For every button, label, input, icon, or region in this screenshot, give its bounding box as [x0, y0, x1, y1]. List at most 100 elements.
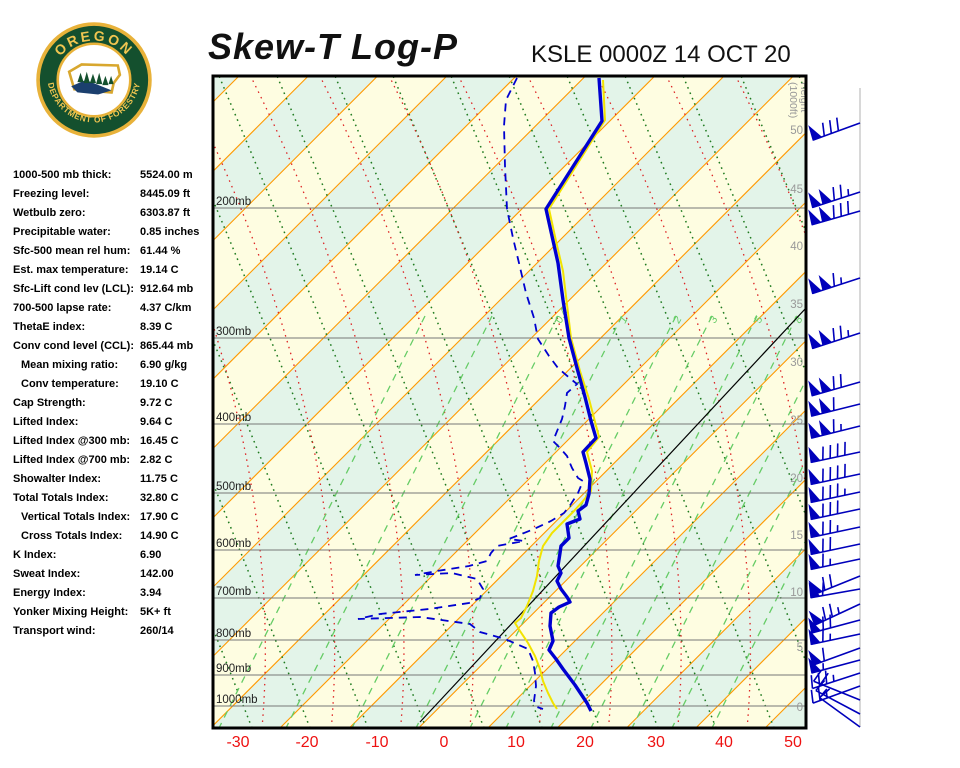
- stat-row: Lifted Index: 9.64 C: [0, 414, 212, 433]
- stat-value: 142.00: [140, 568, 174, 580]
- wind-barb: [808, 582, 861, 599]
- wind-barb: [808, 463, 861, 486]
- mixing-ratio-label: 1: [617, 314, 630, 325]
- wind-barb: [808, 614, 861, 634]
- stat-value: 11.75 C: [140, 473, 178, 485]
- wind-barb: [808, 200, 861, 226]
- stat-label: Wetbulb zero:: [13, 207, 86, 219]
- stat-row: Energy Index: 3.94: [0, 585, 212, 604]
- stat-value: 61.44 %: [140, 245, 181, 257]
- stat-label: Precipitable water:: [13, 226, 111, 238]
- mixing-ratio-label: 2: [671, 314, 685, 326]
- pressure-label: 300mb: [216, 326, 251, 338]
- stat-label: Lifted Index @300 mb:: [13, 435, 131, 447]
- stat-label: Total Totals Index:: [13, 492, 109, 504]
- stat-row: Est. max temperature: 19.14 C: [0, 262, 212, 281]
- moist-adiabat-lines: [213, 76, 806, 728]
- stat-value: 912.64 mb: [140, 283, 194, 295]
- stat-value: 19.10 C: [140, 378, 179, 390]
- stat-value: 260/14: [140, 625, 174, 637]
- stat-row: Sweat Index: 142.00: [0, 566, 212, 585]
- stat-label: Yonker Mixing Height:: [13, 606, 129, 618]
- logo-state-emblem: [67, 63, 122, 95]
- height-tick-label: 15: [790, 530, 803, 542]
- stat-row: Precipitable water: 0.85 inches: [0, 224, 212, 243]
- temp-axis-label: 0: [440, 734, 449, 751]
- height-tick-label: 35: [790, 299, 803, 311]
- dry-adiabat-lines: [213, 76, 806, 728]
- stat-value: 6.90 g/kg: [140, 359, 188, 371]
- height-tick-label: 10: [790, 587, 803, 599]
- stat-value: 19.14 C: [140, 264, 179, 276]
- stat-label: Vertical Totals Index:: [21, 511, 131, 523]
- stat-row: Freezing level: 8445.09 ft: [0, 186, 212, 205]
- stat-value: 4.37 C/km: [140, 302, 192, 314]
- stat-row: Transport wind: 260/14: [0, 623, 212, 642]
- pressure-labels: 200mb 300mb 400mb 500mb 600mb 700mb 800mb 900mb…: [216, 196, 258, 706]
- stat-value: 6.90: [140, 549, 162, 561]
- stat-label: Lifted Index:: [13, 416, 79, 428]
- temp-axis-label: 10: [507, 734, 525, 751]
- stat-value: 0.85 inches: [140, 226, 200, 238]
- stat-value: 5524.00 m: [140, 169, 193, 181]
- stat-value: 9.64 C: [140, 416, 173, 428]
- stat-row: Sfc-500 mean rel hum: 61.44 %: [0, 243, 212, 262]
- stat-label: K Index:: [13, 549, 57, 561]
- wind-barb: [808, 483, 861, 504]
- stat-value: 32.80 C: [140, 492, 179, 504]
- temperature-profile-line: [544, 77, 604, 712]
- pressure-label: 1000mb: [216, 694, 258, 706]
- wind-barb: [808, 374, 861, 397]
- stat-row: Vertical Totals Index: 17.90 C: [0, 509, 212, 528]
- temp-axis-label: -10: [365, 734, 388, 751]
- stat-label: Sfc-Lift cond lev (LCL):: [13, 283, 134, 295]
- stat-label: Showalter Index:: [13, 473, 102, 485]
- stat-label: Energy Index:: [13, 587, 86, 599]
- chart-border: [211, 74, 808, 730]
- stat-value: 865.44 mb: [140, 340, 194, 352]
- odf-logo: OREGON DEPARTMENT OF FORESTRY: [36, 22, 152, 138]
- temp-axis-label: 20: [576, 734, 594, 751]
- height-tick-label: 40: [790, 241, 803, 253]
- wind-barb: [808, 628, 861, 646]
- stat-label: Cross Totals Index:: [21, 530, 123, 542]
- mixing-ratio-label: 8: [792, 314, 806, 326]
- height-tick-label: 20: [790, 473, 803, 485]
- wind-barb: [808, 397, 861, 417]
- mixing-ratio-label: 3: [707, 314, 721, 326]
- stat-row: Cap Strength: 9.72 C: [0, 395, 212, 414]
- pressure-label: 600mb: [216, 538, 251, 550]
- dewpoint-profile-line: [357, 77, 585, 710]
- height-tick-label: 50: [790, 125, 803, 137]
- height-tick-label: 5: [797, 642, 803, 654]
- page-title: Skew-T Log-P: [208, 26, 459, 67]
- stat-value: 8445.09 ft: [140, 188, 191, 200]
- pressure-label: 400mb: [216, 412, 251, 424]
- pressure-label: 500mb: [216, 481, 251, 493]
- wind-barb: [808, 519, 861, 539]
- wind-barb: [808, 441, 861, 464]
- stat-label: Sweat Index:: [13, 568, 81, 580]
- stat-value: 9.72 C: [140, 397, 173, 409]
- stat-label: Mean mixing ratio:: [21, 359, 119, 371]
- temperature-axis: -30 -20 -10 0 10 20 30 40 50: [226, 734, 802, 751]
- stat-value: 17.90 C: [140, 511, 179, 523]
- wind-barb: [808, 536, 861, 556]
- stat-row: Cross Totals Index: 14.90 C: [0, 528, 212, 547]
- stat-row: 1000-500 mb thick: 5524.00 m: [0, 167, 212, 186]
- pressure-label: 900mb: [216, 663, 251, 675]
- sounding-stats-panel: 1000-500 mb thick: 5524.00 m Freezing leve…: [0, 167, 212, 642]
- wind-barb: [808, 419, 861, 439]
- height-scale-title: (1000ft): [787, 82, 799, 118]
- stat-row: Lifted Index @700 mb: 2.82 C: [0, 452, 212, 471]
- temp-axis-label: 30: [647, 734, 665, 751]
- pressure-label: 700mb: [216, 586, 251, 598]
- stat-value: 16.45 C: [140, 435, 179, 447]
- stat-row: Yonker Mixing Height: 5K+ ft: [0, 604, 212, 623]
- stat-value: 8.39 C: [140, 321, 173, 333]
- height-tick-label: 45: [790, 184, 803, 196]
- wind-barb-column: [808, 117, 861, 728]
